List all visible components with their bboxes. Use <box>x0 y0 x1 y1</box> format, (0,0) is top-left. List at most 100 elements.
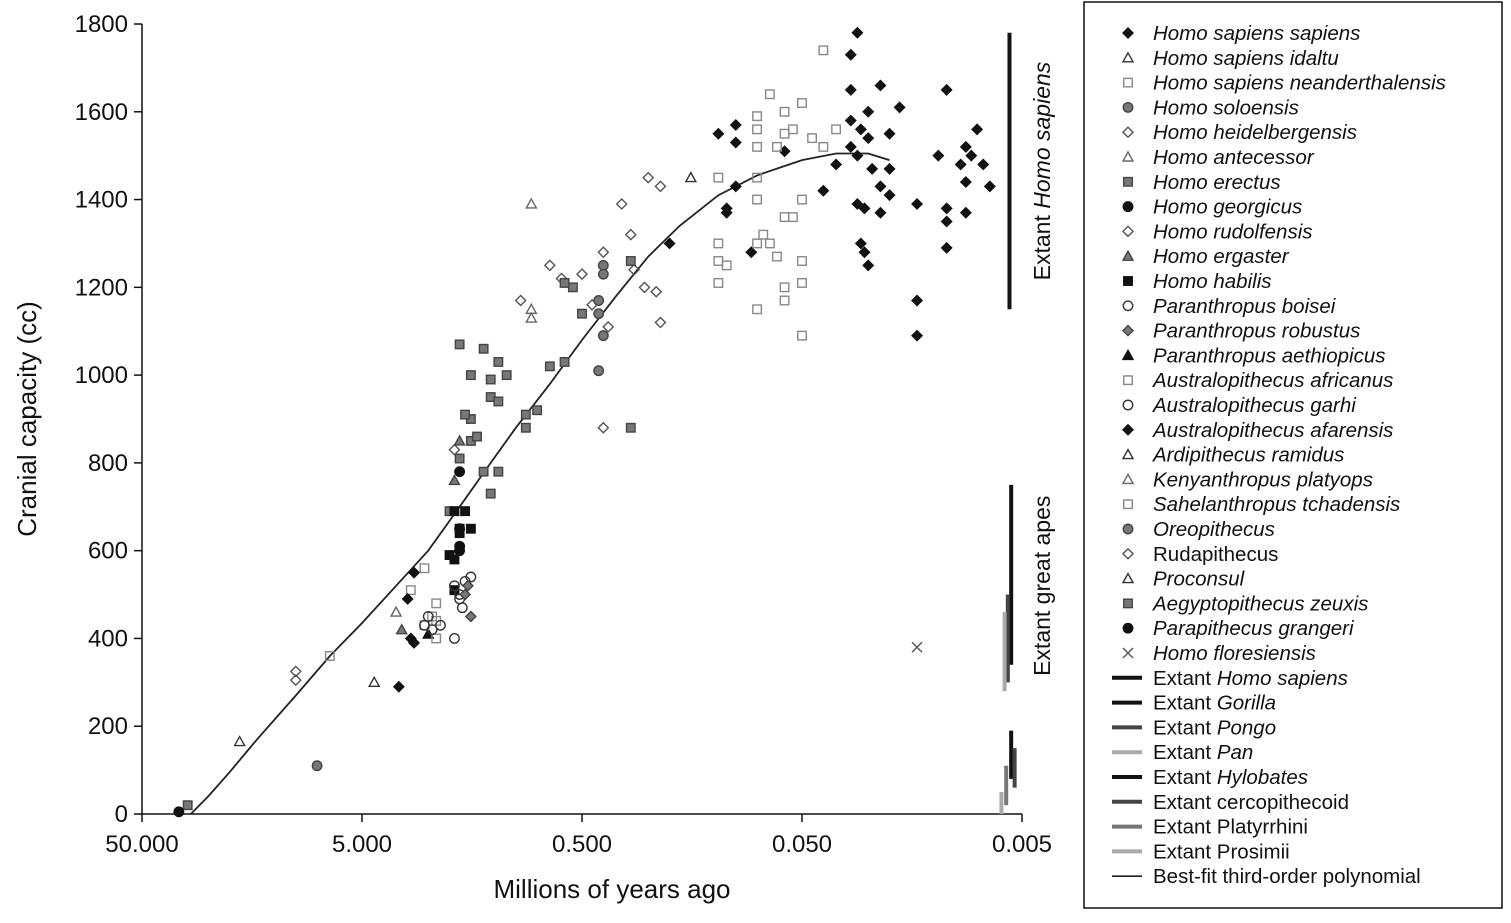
data-point <box>625 422 636 433</box>
data-point <box>577 308 587 319</box>
x-tick-label: 5.000 <box>332 831 392 858</box>
data-point <box>779 106 790 117</box>
data-point <box>911 197 924 210</box>
data-point <box>597 421 610 434</box>
data-point <box>883 162 896 175</box>
legend-item: Australopithecus garhi <box>1122 394 1357 417</box>
data-point <box>448 474 461 486</box>
data-point <box>818 141 829 152</box>
data-point <box>797 330 807 341</box>
data-point <box>858 202 871 215</box>
data-point <box>745 246 758 259</box>
legend-label: Paranthropus boisei <box>1153 295 1337 318</box>
data-point <box>289 665 302 678</box>
legend-item: Ardipithecus ramidus <box>1121 444 1344 467</box>
legend-marker <box>1122 523 1134 535</box>
data-point <box>465 523 476 534</box>
plot-area: 50.000 5.000 0.500 0.050 0.005 0 200 400 600 800… <box>12 11 1055 904</box>
legend-marker <box>1121 572 1135 584</box>
series-paranthropus-boisei <box>448 571 477 644</box>
legend-label: Sahelanthropus tchadensis <box>1153 493 1400 516</box>
legend-marker <box>1122 622 1134 634</box>
data-point <box>404 632 417 645</box>
x-tick-label: 0.005 <box>992 831 1052 858</box>
y-tick-label: 200 <box>88 713 128 740</box>
data-point <box>752 304 763 315</box>
data-point <box>544 361 555 372</box>
y-axis-title: Cranial capacity (cc) <box>12 301 42 537</box>
data-point <box>721 260 732 271</box>
legend-marker <box>1122 647 1134 659</box>
series-homo-ergaster <box>395 434 466 635</box>
data-point <box>874 180 887 193</box>
series-australopithecus-afarensis <box>392 566 421 693</box>
legend-marker <box>1122 324 1134 337</box>
data-point <box>454 453 465 464</box>
legend-item: Homo soloensis <box>1122 96 1299 119</box>
data-point <box>779 295 790 306</box>
data-point <box>650 285 663 298</box>
label-part: Gorilla <box>1217 692 1276 715</box>
legend-label: Best-fit third-order polynomial <box>1153 865 1421 888</box>
data-point <box>654 180 667 193</box>
data-point <box>844 114 857 127</box>
series-australopithecus-africanus <box>405 563 442 644</box>
legend-marker <box>1122 300 1134 312</box>
data-point <box>971 123 984 136</box>
legend-item: Homo erectus <box>1123 171 1281 194</box>
data-point <box>713 256 724 266</box>
label-part: Extant <box>1153 741 1217 764</box>
data-point <box>395 623 408 635</box>
data-point <box>448 632 460 644</box>
data-point <box>752 194 763 205</box>
data-point <box>764 89 775 100</box>
legend-item: Paranthropus boisei <box>1122 295 1337 318</box>
series-ardipithecus-ramidus <box>368 675 381 688</box>
legend-item: Homo sapiens neanderthalensis <box>1123 72 1446 95</box>
legend-marker <box>1122 423 1134 436</box>
data-point <box>752 141 763 152</box>
data-point <box>405 585 416 596</box>
data-point <box>182 800 193 811</box>
legend-item: Homo sapiens sapiens <box>1122 22 1360 45</box>
data-point <box>459 588 472 601</box>
legend-item: Proconsul <box>1121 568 1246 591</box>
legend-label: Extant Platyrrhini <box>1153 816 1308 839</box>
data-point <box>559 356 570 367</box>
data-point <box>593 308 605 320</box>
fit-layer <box>190 152 890 815</box>
data-point <box>771 141 782 152</box>
legend-label: Australopithecus garhi <box>1151 394 1357 417</box>
data-point <box>797 277 807 288</box>
data-point <box>874 206 887 219</box>
legend-item: Extant Prosimii <box>1112 840 1290 863</box>
data-point <box>844 140 857 153</box>
legend-item: Aegyptopithecus zeuxis <box>1123 592 1368 615</box>
data-point <box>559 277 570 288</box>
data-point <box>720 206 733 219</box>
data-point <box>893 101 906 114</box>
data-point <box>597 259 609 271</box>
legend-label: Extant Pongo <box>1153 716 1276 739</box>
legend-marker <box>1123 276 1133 286</box>
legend-item: Extant Pongo <box>1112 716 1276 739</box>
legend-item: Homo rudolfensis <box>1122 220 1313 243</box>
data-point <box>862 259 875 272</box>
data-point <box>779 128 790 139</box>
data-point <box>311 760 323 772</box>
data-point <box>771 251 782 262</box>
y-tick-label: 400 <box>88 625 128 652</box>
legend-label: Paranthropus aethiopicus <box>1153 344 1386 367</box>
legend-label: Australopithecus afarensis <box>1151 419 1393 442</box>
label-part: Extant <box>1153 716 1217 739</box>
data-point <box>713 238 724 249</box>
legend-label: Parapithecus grangeri <box>1153 617 1355 640</box>
data-point <box>883 127 896 140</box>
data-point <box>464 610 477 623</box>
data-point <box>862 132 875 145</box>
data-point <box>797 256 807 266</box>
series-homo-soloensis <box>593 259 609 377</box>
data-point <box>854 123 867 136</box>
legend-item: Rudapithecus <box>1122 543 1278 566</box>
